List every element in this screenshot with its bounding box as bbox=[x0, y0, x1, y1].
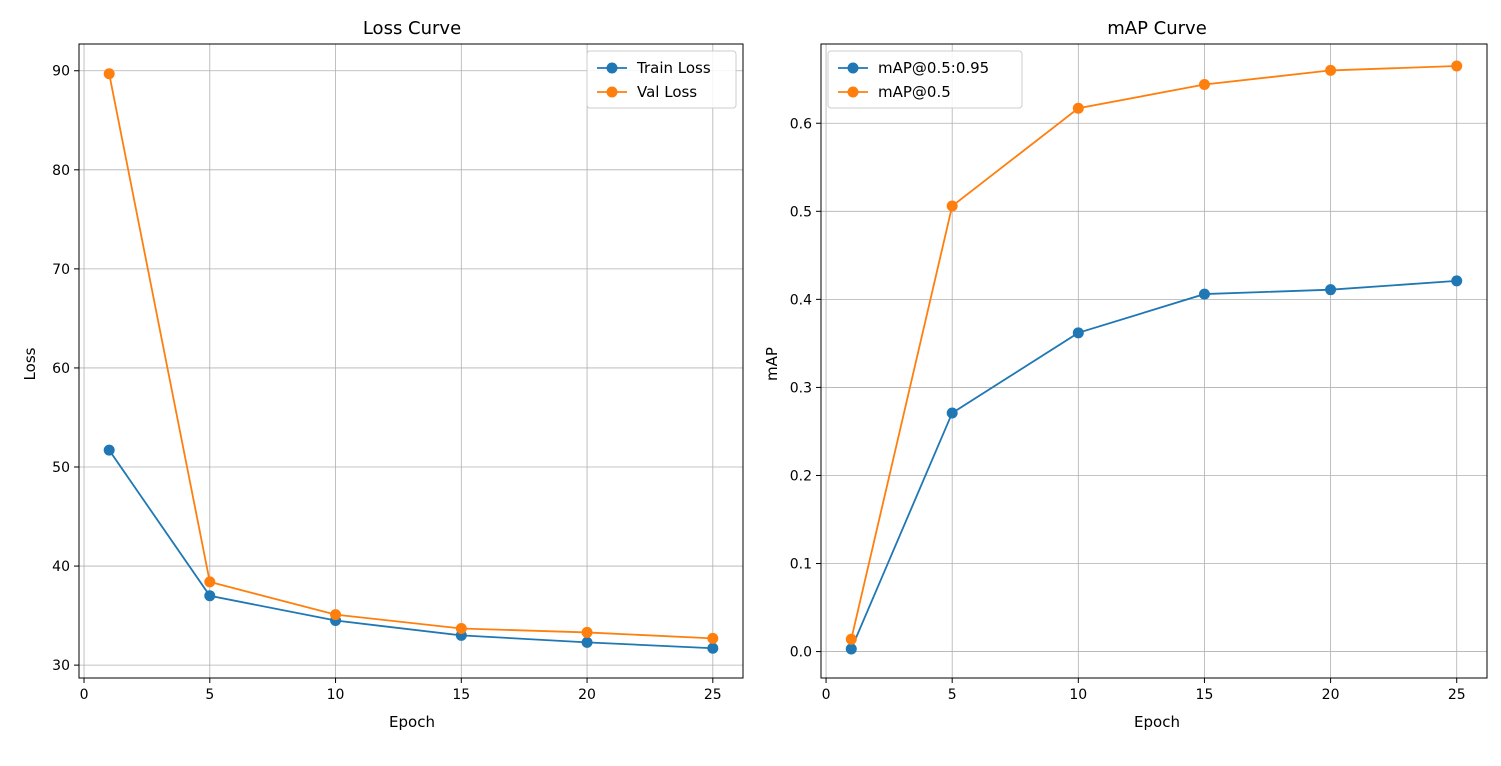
series-line bbox=[850, 279, 1457, 650]
data-point bbox=[330, 609, 342, 621]
legend-label: mAP@0.5 bbox=[878, 83, 951, 101]
y-tick-label: 70 bbox=[52, 262, 70, 278]
x-tick-label: 10 bbox=[1069, 687, 1087, 703]
y-tick-label: 0.5 bbox=[790, 204, 812, 220]
data-point bbox=[1072, 102, 1084, 114]
x-tick-label: 5 bbox=[205, 687, 214, 703]
data-point bbox=[946, 200, 958, 212]
legend-marker bbox=[606, 86, 618, 98]
x-tick-label: 15 bbox=[452, 687, 470, 703]
grid bbox=[821, 44, 1487, 678]
data-point bbox=[1325, 64, 1337, 76]
y-tick-label: 60 bbox=[52, 361, 70, 377]
y-tick-label: 0.3 bbox=[790, 380, 812, 396]
map-chart-title: mAP Curve bbox=[1107, 18, 1207, 39]
y-tick-label: 0.6 bbox=[790, 116, 812, 132]
x-tick-label: 15 bbox=[1196, 687, 1214, 703]
legend: Train Loss Val Loss bbox=[586, 50, 737, 109]
legend-label: Val Loss bbox=[637, 83, 697, 101]
x-tick-label: 0 bbox=[822, 687, 831, 703]
legend-label: mAP@0.5:0.95 bbox=[878, 59, 989, 77]
data-point bbox=[845, 643, 857, 655]
loss-chart-title: Loss Curve bbox=[363, 18, 461, 39]
series-line bbox=[850, 65, 1457, 640]
y-tick-label: 0.4 bbox=[790, 292, 812, 308]
x-tick-label: 0 bbox=[80, 687, 89, 703]
x-tick-label: 25 bbox=[1448, 687, 1466, 703]
y-tick-label: 30 bbox=[52, 658, 70, 674]
grid bbox=[79, 44, 743, 678]
loss-chart-xlabel: Epoch bbox=[389, 713, 435, 731]
y-tick-label: 90 bbox=[52, 64, 70, 80]
legend-box bbox=[827, 50, 1023, 109]
map-chart-xlabel: Epoch bbox=[1134, 713, 1180, 731]
data-point bbox=[103, 68, 115, 80]
data-point bbox=[946, 407, 958, 419]
data-point bbox=[1325, 284, 1337, 296]
y-tick-label: 50 bbox=[52, 460, 70, 476]
y-tick-label: 0.2 bbox=[790, 468, 812, 484]
map-chart-ylabel: mAP bbox=[763, 347, 781, 381]
data-point bbox=[204, 576, 216, 588]
data-point bbox=[1198, 288, 1210, 300]
series-2 bbox=[103, 68, 719, 644]
loss-chart-ylabel: Loss bbox=[21, 347, 39, 380]
x-tick-label: 25 bbox=[704, 687, 722, 703]
legend-marker bbox=[606, 62, 618, 74]
y-tick-label: 0.1 bbox=[790, 557, 812, 573]
data-point bbox=[1451, 275, 1463, 287]
data-point bbox=[581, 636, 593, 648]
data-point bbox=[1198, 79, 1210, 91]
series-line bbox=[108, 449, 713, 650]
legend-marker bbox=[847, 62, 859, 74]
x-tick-label: 10 bbox=[327, 687, 345, 703]
data-point bbox=[204, 590, 216, 602]
data-point bbox=[845, 633, 857, 645]
x-tick-label: 20 bbox=[578, 687, 596, 703]
legend-box bbox=[586, 50, 737, 109]
series-1 bbox=[845, 275, 1463, 655]
data-point bbox=[1451, 60, 1463, 72]
plot-frame bbox=[820, 43, 1488, 679]
loss-chart: Loss Curve Epoch Loss 0 5 10 15 20 25 30 40 50 60… bbox=[21, 18, 744, 731]
y-tick-label: 40 bbox=[52, 559, 70, 575]
legend-label: Train Loss bbox=[636, 59, 711, 77]
series-line bbox=[108, 73, 713, 640]
data-point bbox=[581, 626, 593, 638]
y-tick-label: 80 bbox=[52, 163, 70, 179]
y-tick-label: 0.0 bbox=[790, 645, 812, 661]
map-chart: mAP Curve Epoch mAP 0 5 10 15 20 25 0.0 0.1 0.2 0… bbox=[763, 18, 1488, 731]
data-point bbox=[707, 642, 719, 654]
plot-frame bbox=[78, 43, 744, 679]
data-point bbox=[103, 444, 115, 456]
legend: mAP@0.5:0.95 mAP@0.5 bbox=[827, 50, 1023, 109]
x-tick-label: 20 bbox=[1322, 687, 1340, 703]
data-point bbox=[707, 632, 719, 644]
data-point bbox=[1072, 327, 1084, 339]
x-tick-label: 5 bbox=[948, 687, 957, 703]
data-point bbox=[455, 622, 467, 634]
legend-marker bbox=[847, 86, 859, 98]
series-2 bbox=[845, 60, 1463, 645]
series-1 bbox=[103, 444, 719, 654]
